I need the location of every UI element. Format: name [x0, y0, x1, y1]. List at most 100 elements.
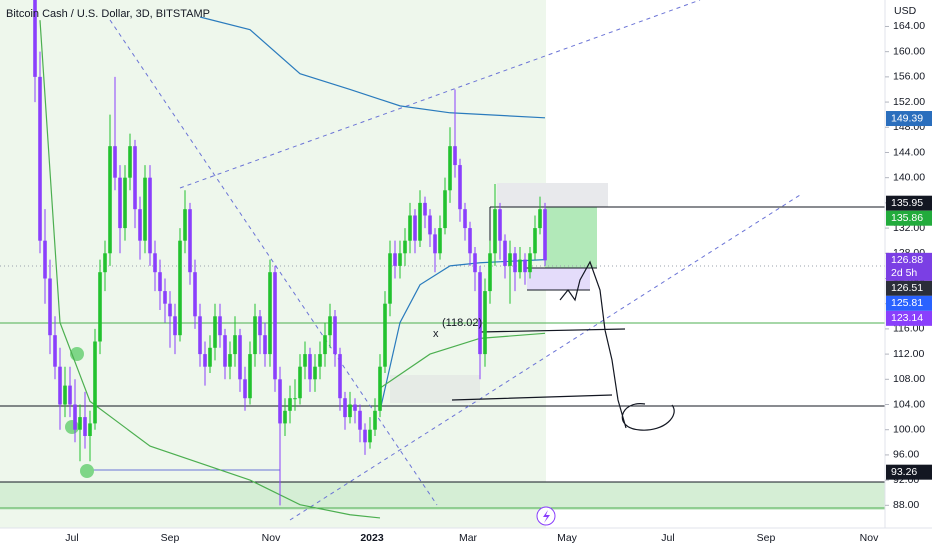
candle-body: [258, 316, 262, 336]
candle-body: [98, 272, 102, 342]
candle-body: [303, 354, 307, 367]
x-tick-label: Jul: [661, 532, 674, 544]
candle-body: [293, 398, 297, 400]
candle-body: [313, 366, 317, 380]
candle-body: [268, 272, 272, 355]
candle-body: [538, 209, 542, 229]
candle-body: [243, 379, 247, 399]
candle-body: [288, 398, 292, 411]
price-label: [886, 295, 932, 311]
x-tick-label: Sep: [161, 532, 180, 544]
candle-body: [83, 417, 87, 437]
candle-body: [468, 228, 472, 254]
price-label-text: 93.26: [891, 466, 917, 478]
candle-body: [33, 0, 37, 77]
candle-body: [448, 146, 452, 191]
candle-body: [503, 240, 507, 266]
candle-body: [438, 228, 442, 254]
price-label-text: 126.88: [891, 254, 923, 266]
moving-average: [379, 332, 546, 389]
box: [497, 183, 608, 207]
candle-body: [53, 335, 57, 367]
target-zone: [545, 207, 597, 268]
candle-body: [123, 177, 127, 229]
candle-body: [118, 177, 122, 229]
event-icon-glyph: [543, 510, 550, 523]
candle-body: [283, 410, 287, 424]
drawings: x: [0, 0, 885, 528]
candle-body: [493, 209, 497, 254]
candle-body: [358, 410, 362, 430]
candle-body: [73, 404, 77, 430]
x-tick-label: Jul: [65, 532, 78, 544]
candle-body: [193, 272, 197, 317]
y-tick-label: 160.00: [893, 45, 925, 57]
candle-body: [133, 146, 137, 210]
candle-body: [143, 177, 147, 241]
candle-body: [253, 316, 257, 355]
stop-zone: [527, 268, 590, 290]
candle-body: [78, 417, 82, 430]
marker: [65, 420, 79, 434]
price-label: [886, 111, 932, 127]
candle-body: [113, 146, 117, 178]
candle-body: [473, 253, 477, 273]
candle-body: [483, 291, 487, 355]
price-label-text: 149.39: [891, 112, 923, 124]
candle-body: [138, 209, 142, 241]
candle-body: [48, 278, 52, 336]
candle-body: [108, 146, 112, 254]
x-tick-label: Nov: [262, 532, 281, 544]
candle-body: [323, 335, 327, 355]
candle-body: [218, 316, 222, 336]
marker: [80, 464, 94, 478]
candle-body: [38, 76, 42, 241]
candle-body: [523, 259, 527, 273]
candle-body: [368, 429, 372, 443]
x-tick-label: May: [557, 532, 578, 544]
annotation: (118.02): [442, 317, 482, 329]
y-tick-label: 104.00: [893, 398, 925, 410]
candle-body: [58, 366, 62, 405]
candle-body: [298, 366, 302, 399]
candle-body: [398, 253, 402, 266]
price-label-text: 125.81: [891, 297, 923, 309]
y-tick-label: 96.00: [893, 449, 919, 461]
price-label-text: 126.51: [891, 282, 923, 294]
candle-body: [238, 335, 242, 380]
candle-body: [348, 404, 352, 418]
price-label: [886, 210, 932, 226]
candle-body: [178, 240, 182, 336]
price-label-text: 135.95: [891, 197, 923, 209]
x-tick-label: Nov: [860, 532, 879, 544]
candle-body: [213, 316, 217, 348]
candle-body: [488, 253, 492, 292]
candle-body: [373, 410, 377, 430]
trend: [109, 19, 438, 506]
candle-body: [208, 347, 212, 367]
candle-body: [383, 303, 387, 367]
candle-body: [338, 354, 342, 399]
candle-body: [223, 335, 227, 367]
candle-body: [93, 341, 97, 424]
price-label: [886, 464, 932, 480]
candle-body: [228, 354, 232, 367]
y-tick-label: 164.00: [893, 20, 925, 32]
candle-body: [173, 316, 177, 336]
price-label: [886, 252, 932, 281]
candle-body: [43, 240, 47, 279]
y-tick-label: 100.00: [893, 423, 925, 435]
candle-body: [153, 253, 157, 273]
candle-body: [388, 253, 392, 304]
candle-body: [418, 202, 422, 241]
candle-body: [528, 253, 532, 273]
candle-body: [478, 272, 482, 355]
price-label-text: 123.14: [891, 312, 923, 324]
candle-body: [513, 253, 517, 273]
x-tick-label: Sep: [757, 532, 776, 544]
candle-body: [148, 177, 152, 254]
candle-body: [128, 146, 132, 178]
candle-body: [543, 209, 547, 261]
candle-body: [508, 253, 512, 266]
candle-body: [263, 335, 267, 355]
